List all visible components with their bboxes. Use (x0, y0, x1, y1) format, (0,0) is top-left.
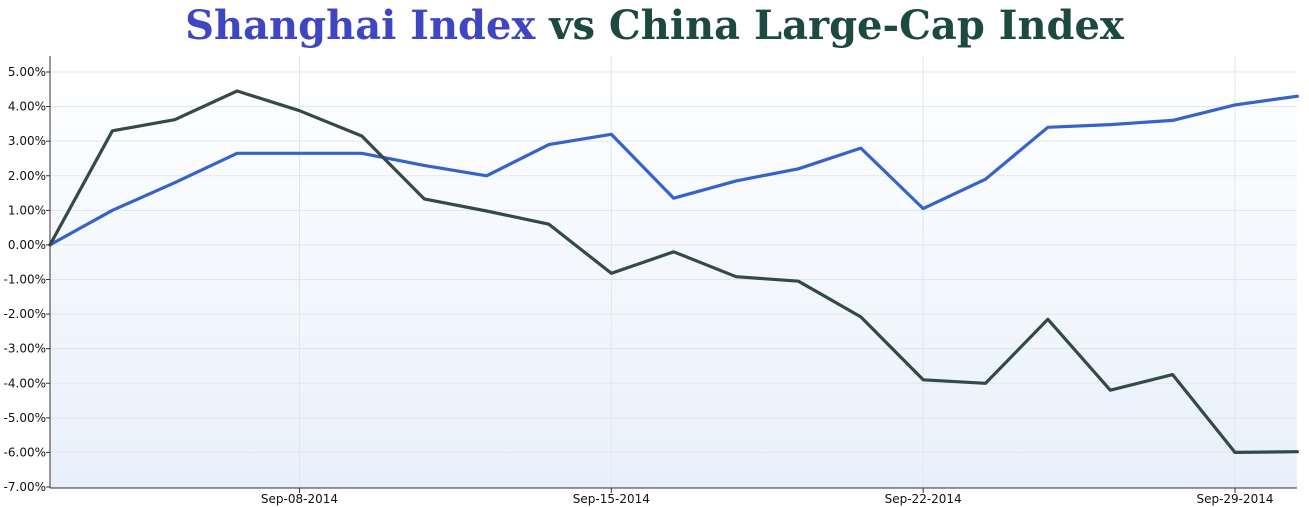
chart-title: Shanghai Index vs China Large-Cap Index (0, 0, 1309, 56)
chart-title-part2: vs China Large-Cap Index (549, 2, 1124, 49)
grid (50, 56, 1297, 488)
tick-labels: 5.00% 4.00% 3.00% 2.00% 1.00% 0.00% -1.00% -2.0… (4, 65, 1274, 506)
y-tick-label: -2.00% (4, 307, 46, 321)
y-tick-label: 2.00% (8, 169, 46, 183)
y-tick-label: 5.00% (8, 65, 46, 79)
y-tick-label: -4.00% (4, 376, 46, 390)
x-tick-label: Sep-22-2014 (885, 492, 962, 506)
y-tick-label: -1.00% (4, 273, 46, 287)
x-tick-label: Sep-08-2014 (261, 492, 338, 506)
y-tick-label: 0.00% (8, 238, 46, 252)
y-tick-label: 4.00% (8, 100, 46, 114)
chart-title-part1: Shanghai Index (185, 2, 536, 49)
y-tick-label: -7.00% (4, 480, 46, 494)
y-tick-label: -5.00% (4, 411, 46, 425)
y-tick-label: -6.00% (4, 445, 46, 459)
y-tick-label: 1.00% (8, 203, 46, 217)
plot-background (50, 56, 1297, 488)
series-line-1 (48, 94, 1300, 247)
y-tick-label: 3.00% (8, 134, 46, 148)
y-tick-label: -3.00% (4, 342, 46, 356)
series-group (48, 89, 1300, 454)
series-line-2 (48, 89, 1300, 454)
x-tick-label: Sep-29-2014 (1196, 492, 1273, 506)
x-tick-label: Sep-15-2014 (573, 492, 650, 506)
axes (46, 56, 1297, 493)
